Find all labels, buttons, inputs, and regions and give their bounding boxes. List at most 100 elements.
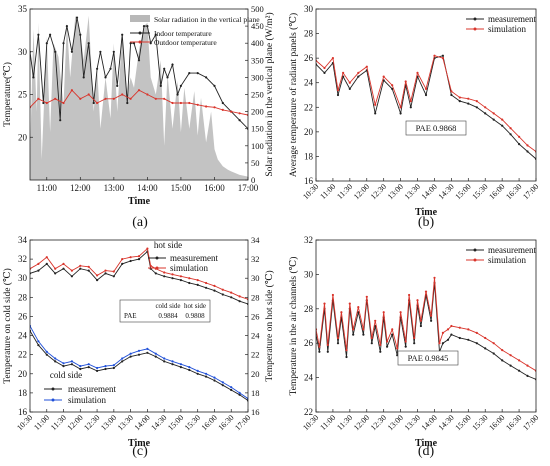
y-tick-label: 28 (304, 304, 314, 314)
data-point (450, 93, 453, 97)
y-right-tick-label: 200 (251, 107, 264, 117)
data-point (146, 347, 149, 350)
data-point (221, 101, 224, 105)
data-point (205, 372, 208, 375)
data-point (196, 372, 199, 375)
data-point (446, 328, 450, 331)
pae-table-cell: PAE (124, 312, 137, 320)
data-point (348, 81, 351, 84)
legend-label: Indoor temperature (154, 29, 212, 38)
y-tick-label: 24 (304, 78, 314, 88)
data-point (104, 76, 107, 79)
data-point (154, 97, 157, 100)
data-point (149, 264, 152, 267)
y-right-tick-label: 18 (251, 388, 260, 398)
y-tick-label: 30 (304, 4, 314, 14)
data-point (382, 311, 385, 314)
data-point (49, 33, 52, 36)
data-point (179, 84, 182, 87)
y-tick-label: 28 (18, 292, 28, 302)
plot-frame (315, 239, 537, 413)
legend-marker (473, 17, 477, 21)
y-tick-label: 30 (18, 47, 28, 57)
data-point (32, 76, 35, 79)
legend-label: simulation (68, 395, 106, 405)
data-point (163, 360, 166, 363)
data-point (137, 349, 141, 352)
data-point (221, 384, 224, 387)
legend-label: measurement (488, 14, 536, 24)
data-point (179, 366, 182, 369)
x-tick-label: 11:30 (335, 182, 354, 201)
data-point (179, 363, 182, 366)
data-point (458, 96, 461, 99)
data-point (399, 112, 402, 115)
data-point (458, 100, 461, 103)
pae-annotation: PAE 0.9845 (408, 353, 449, 363)
data-point (87, 93, 90, 96)
data-point (318, 350, 321, 353)
data-point (96, 274, 99, 277)
y-tick-label: 28 (304, 29, 314, 39)
data-point (386, 340, 389, 343)
data-point (467, 338, 470, 341)
data-point (323, 302, 326, 305)
data-point (409, 100, 412, 103)
data-point (501, 124, 504, 127)
data-point (404, 345, 407, 348)
data-point (475, 100, 478, 103)
data-point (70, 89, 73, 92)
data-point (163, 271, 166, 274)
data-point (129, 97, 132, 100)
y-tick-label: 32 (304, 235, 313, 245)
data-point (238, 393, 241, 396)
data-point (336, 89, 340, 92)
data-point (238, 300, 241, 303)
data-point (230, 388, 233, 392)
data-point (112, 366, 115, 370)
data-point (149, 42, 152, 45)
data-point (104, 365, 107, 368)
data-point (154, 33, 157, 36)
x-tick-label: 14:30 (149, 413, 168, 432)
y-tick-label: 26 (18, 311, 28, 321)
y-right-tick-label: 100 (251, 141, 264, 151)
data-point (42, 101, 45, 105)
x-tick-label: 13:00 (386, 413, 405, 432)
data-point (121, 360, 124, 363)
data-point (404, 340, 407, 343)
data-point (70, 269, 73, 272)
data-point (433, 276, 436, 279)
x-axis-label: Time (128, 438, 151, 449)
y-right-tick-label: 350 (251, 55, 264, 65)
x-tick-label: 14:30 (437, 182, 456, 201)
series-line-2-2 (316, 55, 536, 152)
x-tick-label: 13:00 (99, 413, 118, 432)
data-point (146, 93, 149, 96)
data-point (104, 97, 107, 100)
data-point (213, 289, 216, 292)
x-tick-label: 12:30 (369, 182, 388, 201)
x-axis-label: Time (415, 438, 438, 449)
data-point (96, 67, 99, 70)
x-tick-label: 15:30 (470, 182, 489, 201)
chart-panel-3: 16 18 20 22 24 26 28 30 32 34 16 18 20 22 24 26 28 30 32 34… (2, 235, 275, 459)
data-point (509, 364, 512, 367)
x-tick-label: 13:00 (104, 183, 125, 193)
data-point (230, 386, 233, 389)
data-point (87, 366, 90, 369)
data-point (79, 264, 82, 267)
data-point (112, 364, 115, 367)
x-tick-label: 14:00 (420, 413, 439, 432)
data-point (213, 106, 216, 109)
data-point (370, 342, 373, 345)
y-tick-label: 30 (304, 269, 314, 279)
y-tick-label: 26 (304, 338, 314, 348)
y-axis-label: Average temperature of radiant panels (℃… (288, 13, 299, 177)
data-point (430, 314, 433, 317)
y-right-tick-label: 22 (251, 350, 260, 360)
data-point (374, 112, 377, 115)
data-point (188, 368, 191, 372)
data-point (196, 103, 199, 106)
data-point (221, 293, 224, 296)
